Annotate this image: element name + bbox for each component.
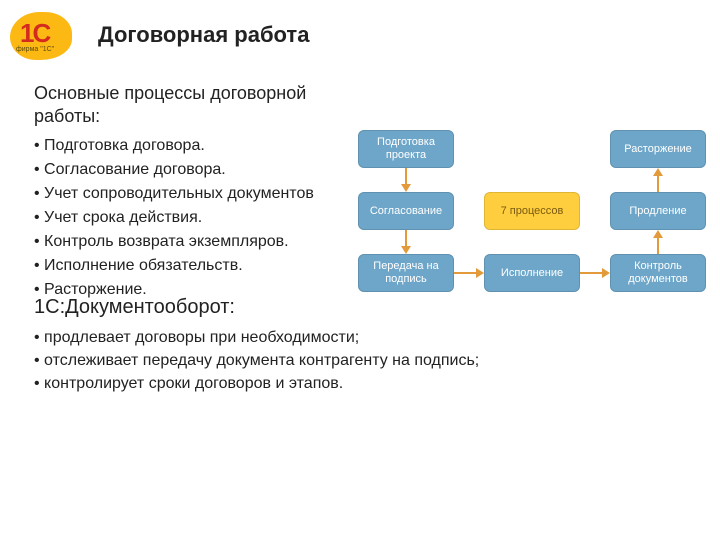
arrow-head-icon (401, 246, 411, 254)
list-item: Контроль возврата экземпляров. (34, 230, 364, 254)
arrow-head-icon (476, 268, 484, 278)
flow-arrow (657, 238, 659, 254)
list-item: контролирует сроки договоров и этапов. (34, 372, 494, 395)
flow-arrow (580, 272, 602, 274)
logo-text: 1C (20, 18, 49, 49)
arrow-head-icon (653, 230, 663, 238)
flow-arrow (657, 176, 659, 192)
flow-node-n8: Контроль документов (610, 254, 706, 292)
flow-arrow (405, 230, 407, 246)
flow-node-n2: Согласование (358, 192, 454, 230)
arrow-head-icon (401, 184, 411, 192)
flow-arrow (405, 168, 407, 184)
process-list: Подготовка договора. Согласование догово… (34, 134, 364, 302)
arrow-head-icon (653, 168, 663, 176)
arrow-head-icon (602, 268, 610, 278)
subtitle: Основные процессы договорной работы: (34, 82, 364, 127)
flow-node-n5: Исполнение (484, 254, 580, 292)
flow-node-n7: Продление (610, 192, 706, 230)
list-item: Подготовка договора. (34, 134, 364, 158)
flow-arrow (454, 272, 476, 274)
list-item: продлевает договоры при необходимости; (34, 326, 494, 349)
logo: 1C фирма "1С" (10, 12, 72, 60)
flow-node-n4: 7 процессов (484, 192, 580, 230)
flow-node-n6: Расторжение (610, 130, 706, 168)
page-title: Договорная работа (98, 22, 309, 48)
flow-node-n1: Подготовка проекта (358, 130, 454, 168)
feature-list: продлевает договоры при необходимости; о… (34, 326, 494, 396)
flow-node-n3: Передача на подпись (358, 254, 454, 292)
list-item: Учет срока действия. (34, 206, 364, 230)
logo-subtext: фирма "1С" (16, 46, 54, 53)
list-item: Учет сопроводительных документов (34, 182, 364, 206)
list-item: Согласование договора. (34, 158, 364, 182)
process-diagram: Подготовка проекта Согласование Передача н… (358, 130, 710, 310)
list-item: отслеживает передачу документа контраген… (34, 349, 494, 372)
list-item: Исполнение обязательств. (34, 254, 364, 278)
section-heading: 1С:Документооборот: (34, 296, 235, 319)
